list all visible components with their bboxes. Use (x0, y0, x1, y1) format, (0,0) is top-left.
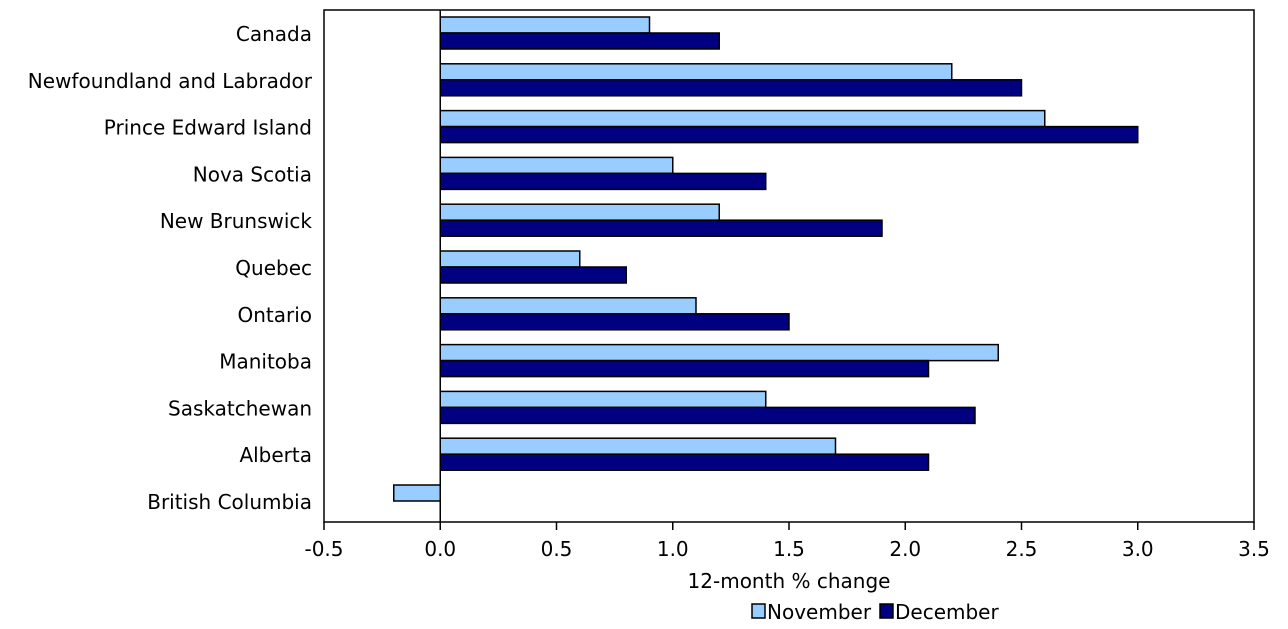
x-tick-label: 2.0 (889, 537, 921, 561)
category-label: Nova Scotia (193, 162, 312, 186)
x-tick-label: -0.5 (304, 537, 343, 561)
x-tick-label: 1.0 (657, 537, 689, 561)
category-label: Newfoundland and Labrador (28, 69, 313, 93)
bar-december-3 (439, 172, 767, 191)
category-label: Quebec (235, 256, 312, 280)
x-tick-label: 0.5 (541, 537, 573, 561)
legend-label-december: December (895, 600, 999, 624)
x-tick-label: 1.5 (773, 537, 805, 561)
bar-november-2 (439, 109, 1046, 128)
bar-november-10 (393, 484, 441, 502)
bar-december-7 (439, 359, 930, 378)
bar-november-1 (439, 63, 953, 81)
x-tick-label: 3.5 (1238, 537, 1270, 561)
category-label: Prince Edward Island (104, 116, 312, 140)
bar-december-0 (439, 32, 720, 50)
bar-november-5 (439, 250, 581, 268)
x-tick-label: 3.0 (1122, 537, 1154, 561)
x-axis-label: 12-month % change (688, 569, 891, 593)
category-label: Saskatchewan (168, 396, 312, 420)
bar-november-8 (439, 390, 767, 409)
x-tick-label: 2.5 (1006, 537, 1038, 561)
legend-swatch-november (751, 603, 766, 619)
bar-december-4 (439, 219, 883, 237)
category-label: Alberta (239, 443, 312, 467)
legend-label-november: November (767, 600, 872, 624)
bar-december-6 (439, 313, 790, 331)
bar-november-3 (439, 156, 674, 175)
category-label: British Columbia (147, 490, 312, 514)
category-label: New Brunswick (160, 209, 313, 233)
x-tick-label: 0.0 (424, 537, 456, 561)
bar-november-4 (439, 203, 720, 221)
bar-november-0 (439, 16, 651, 34)
bar-november-7 (439, 343, 999, 362)
bar-december-8 (439, 406, 976, 425)
legend-swatch-december (879, 603, 894, 619)
category-label: Canada (236, 22, 312, 46)
bar-december-9 (439, 453, 930, 471)
bar-december-1 (439, 79, 1023, 97)
bar-november-9 (439, 437, 837, 455)
category-label: Ontario (237, 303, 312, 327)
bar-december-2 (439, 125, 1139, 144)
bar-november-6 (439, 297, 697, 315)
bar-december-5 (439, 266, 627, 284)
category-label: Manitoba (219, 350, 312, 374)
